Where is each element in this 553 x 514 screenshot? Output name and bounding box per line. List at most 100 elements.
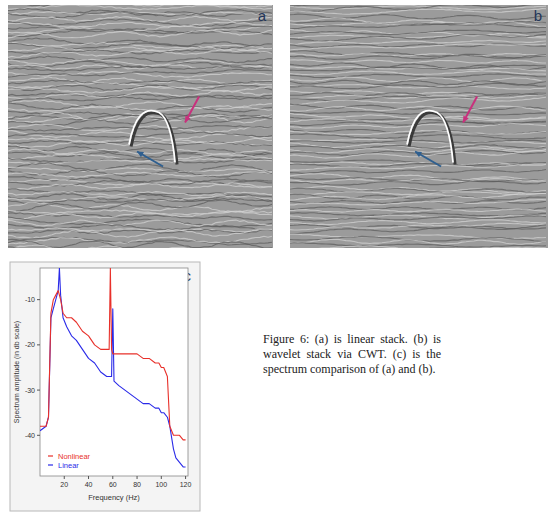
texture-stripe [290, 91, 546, 96]
texture-stripe [290, 106, 546, 111]
texture-stripe [290, 9, 546, 15]
texture-stripe [290, 44, 546, 50]
texture-stripe [8, 10, 272, 19]
arrow-head [415, 152, 422, 158]
arrow-shaft [137, 152, 163, 167]
seismic-panel [8, 5, 273, 248]
texture-stripe [290, 124, 546, 129]
texture-stripe [8, 30, 272, 38]
texture-stripe [8, 80, 272, 84]
arrow-shaft [463, 97, 477, 123]
texture-stripe [290, 80, 546, 85]
x-tick [137, 476, 138, 479]
x-tick [88, 476, 89, 479]
series-line [40, 268, 186, 440]
texture-stripe [290, 97, 546, 105]
texture-stripe [8, 247, 272, 248]
texture-stripe [290, 188, 546, 192]
x-tick-label: 60 [109, 481, 117, 488]
texture-stripe [8, 100, 272, 109]
texture-stripe [8, 137, 272, 147]
arrow-head [185, 116, 191, 123]
texture-stripe [8, 229, 272, 238]
texture-stripe [290, 21, 546, 26]
texture-stripe [290, 181, 546, 185]
y-tick [37, 390, 40, 391]
arrow-shaft [185, 97, 199, 123]
series-group [40, 268, 186, 467]
y-tick-label: -10 [25, 296, 35, 303]
texture-stripe [290, 51, 546, 58]
texture-stripe [290, 139, 546, 144]
texture-stripe [290, 74, 546, 78]
series-line [40, 268, 186, 467]
y-tick [37, 435, 40, 436]
y-tick-label: -40 [25, 432, 35, 439]
texture-stripe [290, 112, 546, 115]
texture-stripe [290, 179, 546, 183]
texture-stripe [8, 170, 272, 177]
x-tick-label: 20 [60, 481, 68, 488]
texture-stripe [8, 126, 272, 131]
legend-label: Nonlinear [58, 452, 91, 461]
texture-stripe [290, 134, 546, 139]
panel-background [290, 5, 548, 248]
panel-label: a [258, 7, 267, 24]
texture-stripe [8, 77, 272, 85]
plot-area [40, 268, 188, 476]
texture-stripe [290, 131, 546, 135]
texture-stripe [8, 22, 272, 27]
texture-stripe [290, 145, 546, 150]
texture-stripe [8, 106, 272, 112]
texture-stripe [8, 183, 272, 189]
texture-stripe [290, 60, 546, 63]
y-tick [37, 299, 40, 300]
texture-stripe [290, 164, 546, 170]
texture-stripe [8, 163, 272, 172]
texture-stripe [8, 200, 272, 211]
legend-label: Linear [58, 461, 79, 470]
event-curve [407, 111, 453, 163]
panel-background [8, 5, 273, 248]
texture-stripe [290, 243, 546, 247]
texture-stripe [290, 54, 546, 57]
texture-stripe [8, 245, 272, 248]
texture-stripe [8, 132, 272, 137]
x-tick [161, 476, 162, 479]
texture-stripe [8, 42, 272, 49]
texture-stripe [8, 217, 272, 227]
x-axis-title: Frequency (Hz) [88, 493, 140, 502]
texture-stripe [290, 178, 546, 182]
texture-stripe [8, 220, 272, 226]
texture-stripe [290, 22, 546, 29]
texture-stripe [8, 194, 272, 202]
x-tick-label: 40 [85, 481, 93, 488]
texture-stripe [290, 247, 546, 248]
x-tick-label: 120 [180, 481, 192, 488]
y-tick-label: -20 [25, 341, 35, 348]
texture-stripe [290, 170, 546, 174]
texture-stripe [8, 56, 272, 63]
arrow-shaft [415, 152, 441, 167]
caption: Figure 6: (a) is linear stack. (b) is wa… [263, 332, 441, 377]
texture-stripe [8, 43, 272, 49]
x-tick-label: 100 [155, 481, 167, 488]
texture-stripe [8, 172, 272, 177]
legend-swatch [48, 464, 53, 465]
texture-stripe [8, 213, 272, 220]
texture-stripe [290, 160, 546, 165]
texture-stripe [290, 174, 546, 182]
panel-label: b [534, 7, 542, 24]
y-tick [37, 344, 40, 345]
texture-stripe [8, 167, 272, 172]
texture-stripe [290, 200, 546, 205]
texture-stripe [290, 193, 546, 200]
chart-frame [10, 262, 200, 511]
texture-stripe [8, 124, 272, 132]
x-tick [185, 476, 186, 479]
texture-stripe [290, 151, 546, 158]
legend-swatch [48, 455, 53, 456]
arrow-head [137, 152, 144, 158]
texture-stripe [290, 94, 546, 101]
x-tick [64, 476, 65, 479]
